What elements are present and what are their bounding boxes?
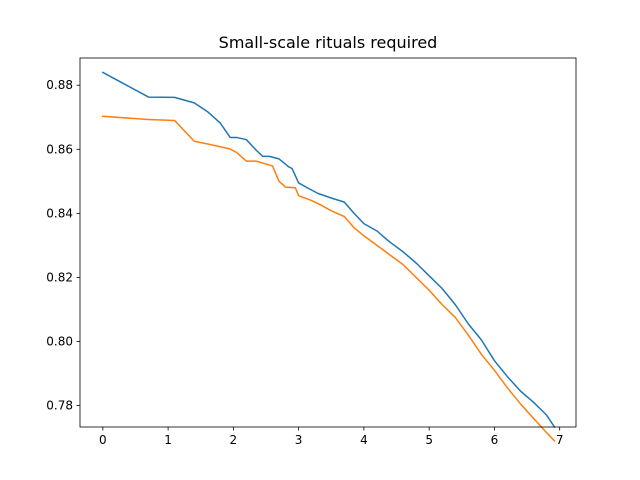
- y-axis: 0.78 0.80 0.82 0.84 0.86 0.88: [46, 78, 80, 413]
- series-line-2: [102, 115, 556, 442]
- series-layer: [101, 71, 556, 442]
- series-line-1: [101, 71, 556, 429]
- x-tick-label: 3: [295, 433, 303, 447]
- x-tick-label: 5: [425, 433, 433, 447]
- x-tick-label: 2: [230, 433, 238, 447]
- x-tick-label: 6: [491, 433, 499, 447]
- y-tick-label: 0.82: [46, 270, 73, 284]
- x-tick-label: 4: [360, 433, 368, 447]
- x-axis: 0 1 2 3 4 5 6 7: [99, 427, 564, 447]
- y-tick-label: 0.88: [46, 78, 73, 92]
- x-tick-label: 7: [556, 433, 564, 447]
- chart-title: Small-scale rituals required: [219, 33, 438, 52]
- y-tick-label: 0.86: [46, 142, 73, 156]
- y-tick-label: 0.78: [46, 399, 73, 413]
- x-tick-label: 0: [99, 433, 107, 447]
- y-tick-label: 0.84: [46, 206, 73, 220]
- x-tick-label: 1: [164, 433, 172, 447]
- y-tick-label: 0.80: [46, 334, 73, 348]
- axes-frame: [79, 57, 577, 428]
